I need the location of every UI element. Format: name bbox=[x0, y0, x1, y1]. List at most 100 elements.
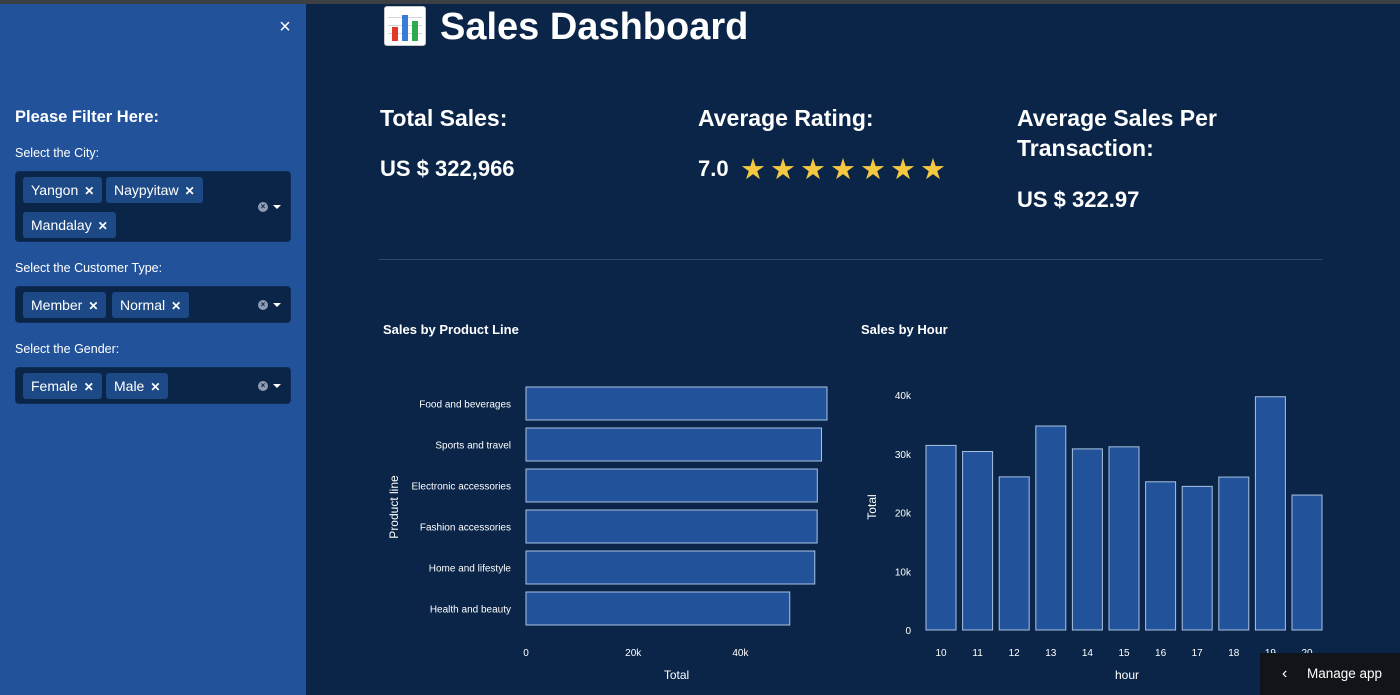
close-icon[interactable]: × bbox=[279, 16, 291, 38]
average-rating-value: 7.0 bbox=[698, 156, 729, 181]
rating-stars-icon: ★★★★★★★ bbox=[740, 154, 950, 186]
y-tick-label: Food and beverages bbox=[419, 400, 511, 411]
city-chip[interactable]: Naypyitaw ✕ bbox=[106, 177, 203, 203]
customer-type-label: Select the Customer Type: bbox=[15, 261, 163, 275]
chip-label: Female bbox=[31, 378, 78, 394]
chip-remove-icon[interactable]: ✕ bbox=[184, 184, 195, 198]
bar bbox=[525, 550, 816, 585]
customer-type-multiselect[interactable]: Member ✕ Normal ✕ × bbox=[15, 286, 291, 323]
x-tick-label: 18 bbox=[1228, 648, 1240, 659]
chip-label: Yangon bbox=[31, 182, 79, 198]
chip-remove-icon[interactable]: ✕ bbox=[88, 299, 99, 313]
y-tick-label: Electronic accessories bbox=[412, 482, 511, 493]
divider bbox=[379, 259, 1322, 260]
bar bbox=[1218, 476, 1250, 631]
clear-all-icon[interactable]: × bbox=[258, 300, 268, 310]
x-tick-label: 17 bbox=[1192, 648, 1204, 659]
chip-remove-icon[interactable]: ✕ bbox=[150, 380, 161, 394]
manage-app-button[interactable]: ‹ Manage app bbox=[1260, 653, 1400, 695]
sidebar: × Please Filter Here: Select the City: Y… bbox=[0, 4, 306, 695]
chip-label: Naypyitaw bbox=[114, 182, 179, 198]
city-chip[interactable]: Mandalay ✕ bbox=[23, 212, 116, 238]
chip-remove-icon[interactable]: ✕ bbox=[84, 184, 95, 198]
gender-chip[interactable]: Male ✕ bbox=[106, 373, 169, 399]
chip-label: Mandalay bbox=[31, 217, 92, 233]
gender-chip[interactable]: Female ✕ bbox=[23, 373, 102, 399]
chip-label: Male bbox=[114, 378, 145, 394]
city-label: Select the City: bbox=[15, 146, 100, 160]
bar bbox=[525, 427, 823, 462]
y-axis-label: Total bbox=[865, 494, 879, 519]
clear-all-icon[interactable]: × bbox=[258, 381, 268, 391]
x-tick-label: 40k bbox=[732, 648, 749, 659]
gender-multiselect[interactable]: Female ✕ Male ✕ × bbox=[15, 367, 291, 404]
x-tick-label: 10 bbox=[935, 648, 947, 659]
filter-heading: Please Filter Here: bbox=[15, 108, 159, 126]
chevron-down-icon[interactable] bbox=[273, 303, 281, 307]
x-tick-label: 12 bbox=[1009, 648, 1021, 659]
x-tick-label: 0 bbox=[523, 648, 529, 659]
y-axis-label: Product line bbox=[387, 475, 401, 539]
x-tick-label: 11 bbox=[972, 648, 983, 659]
bar bbox=[525, 386, 828, 421]
chevron-down-icon[interactable] bbox=[273, 205, 281, 209]
label-line: Transaction: bbox=[1017, 135, 1154, 161]
chip-label: Member bbox=[31, 297, 83, 313]
bar bbox=[962, 451, 994, 631]
average-rating-label: Average Rating: bbox=[698, 105, 874, 131]
bar bbox=[1181, 485, 1213, 631]
x-tick-label: 16 bbox=[1155, 648, 1167, 659]
total-sales-value: US $ 322,966 bbox=[380, 156, 515, 181]
bar bbox=[1035, 425, 1067, 631]
gender-label: Select the Gender: bbox=[15, 342, 120, 356]
y-tick-label: 0 bbox=[905, 626, 911, 637]
bar bbox=[998, 476, 1030, 631]
bar bbox=[1071, 448, 1103, 631]
window-top-bar bbox=[0, 0, 1400, 4]
y-tick-label: 10k bbox=[895, 567, 912, 578]
x-tick-label: 20k bbox=[625, 648, 642, 659]
page-title: Sales Dashboard bbox=[440, 6, 749, 48]
y-tick-label: 30k bbox=[895, 450, 912, 461]
manage-app-label: Manage app bbox=[1307, 666, 1383, 681]
city-multiselect[interactable]: Yangon ✕ Naypyitaw ✕ Mandalay ✕ × bbox=[15, 171, 291, 242]
avg-sales-per-transaction-label: Average Sales Per Transaction: bbox=[1017, 103, 1217, 163]
city-chip[interactable]: Yangon ✕ bbox=[23, 177, 103, 203]
x-axis-label: Total bbox=[664, 668, 689, 682]
bar bbox=[1108, 446, 1140, 631]
y-tick-label: Health and beauty bbox=[430, 605, 511, 616]
product-line-chart-title: Sales by Product Line bbox=[383, 322, 519, 337]
y-tick-label: Home and lifestyle bbox=[429, 564, 512, 575]
product-line-chart: Food and beverages Sports and travel Elect… bbox=[387, 386, 828, 682]
x-tick-label: 13 bbox=[1045, 648, 1057, 659]
x-axis-label: hour bbox=[1115, 668, 1139, 682]
y-tick-label: 20k bbox=[895, 509, 912, 520]
customer-type-chip[interactable]: Normal ✕ bbox=[112, 292, 190, 318]
hour-chart-title: Sales by Hour bbox=[861, 322, 948, 337]
main-content: Sales Dashboard Total Sales: US $ 322,96… bbox=[306, 4, 1400, 695]
bar bbox=[525, 468, 818, 503]
y-tick-label: 40k bbox=[895, 391, 912, 402]
label-line: Average Sales Per bbox=[1017, 105, 1217, 131]
avg-sales-per-transaction-value: US $ 322.97 bbox=[1017, 187, 1140, 212]
y-tick-label: Fashion accessories bbox=[420, 523, 511, 534]
chip-remove-icon[interactable]: ✕ bbox=[171, 299, 182, 313]
clear-all-icon[interactable]: × bbox=[258, 202, 268, 212]
hour-chart: 1011121314151617181920010k20k30k40khourT… bbox=[865, 391, 1323, 682]
chevron-down-icon[interactable] bbox=[273, 384, 281, 388]
bar bbox=[1145, 481, 1177, 631]
bar-chart-emoji-icon bbox=[384, 6, 426, 46]
chip-label: Normal bbox=[120, 297, 166, 313]
x-tick-label: 14 bbox=[1082, 648, 1094, 659]
total-sales-label: Total Sales: bbox=[380, 105, 508, 131]
x-tick-label: 15 bbox=[1118, 648, 1130, 659]
customer-type-chip[interactable]: Member ✕ bbox=[23, 292, 107, 318]
chevron-left-icon: ‹ bbox=[1282, 665, 1288, 682]
chip-remove-icon[interactable]: ✕ bbox=[97, 219, 108, 233]
bar bbox=[1254, 396, 1286, 631]
chip-remove-icon[interactable]: ✕ bbox=[83, 380, 94, 394]
bar bbox=[525, 591, 791, 626]
bar bbox=[1291, 494, 1323, 631]
y-tick-label: Sports and travel bbox=[435, 441, 511, 452]
bar bbox=[925, 444, 957, 631]
